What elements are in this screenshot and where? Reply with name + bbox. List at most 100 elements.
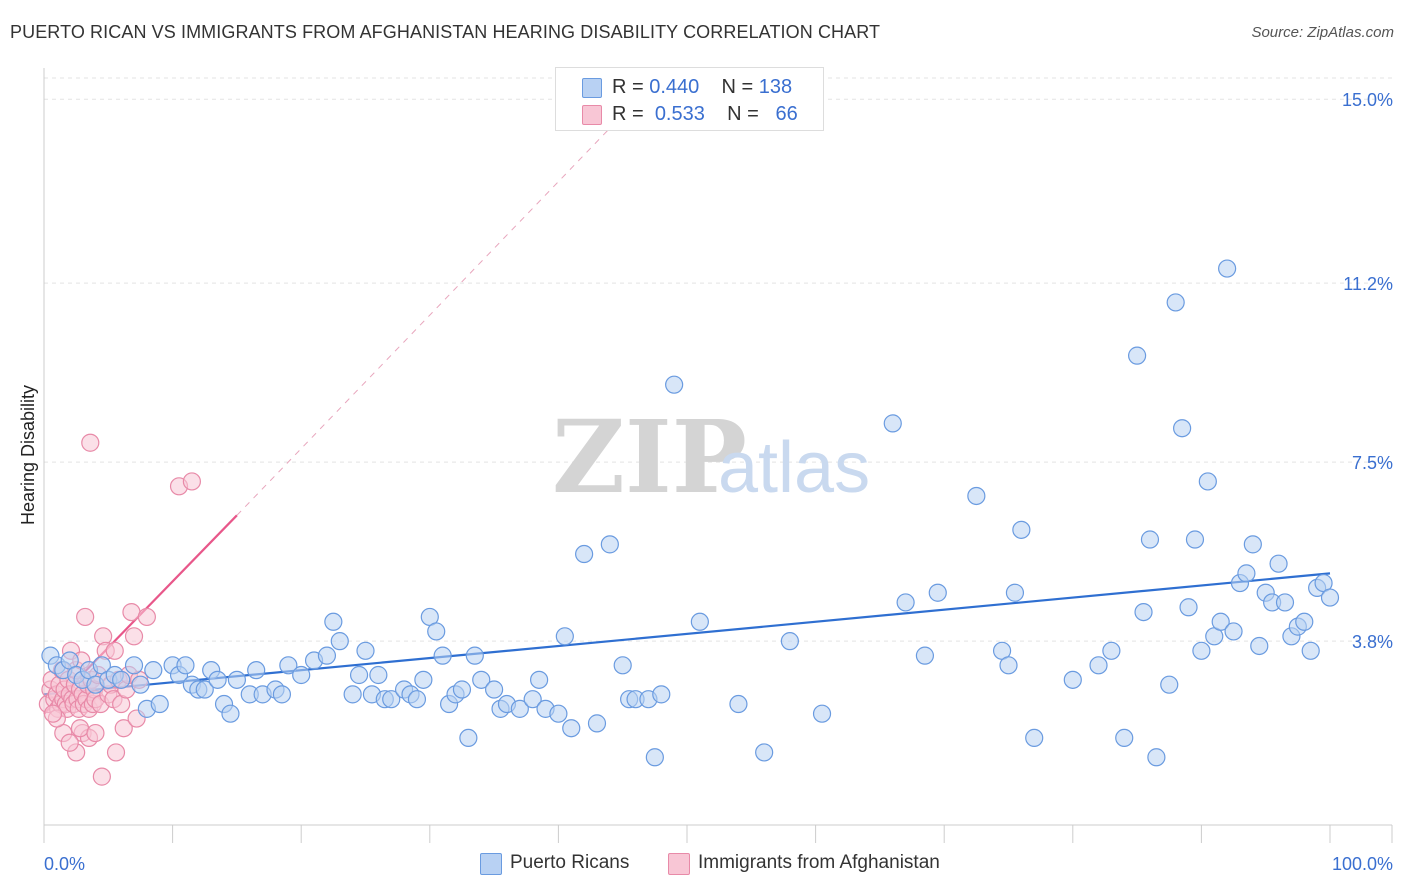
data-point-puerto-rican[interactable] bbox=[575, 544, 594, 564]
data-point-afghanistan[interactable] bbox=[137, 607, 156, 627]
data-point-puerto-rican[interactable] bbox=[1179, 598, 1198, 617]
data-point-puerto-rican[interactable] bbox=[433, 646, 452, 665]
data-point-puerto-rican[interactable] bbox=[562, 719, 581, 738]
data-point-puerto-rican[interactable] bbox=[896, 593, 915, 612]
data-point-puerto-rican[interactable] bbox=[652, 685, 671, 704]
data-point-puerto-rican[interactable] bbox=[1211, 612, 1230, 631]
data-point-puerto-rican[interactable] bbox=[1224, 622, 1243, 641]
data-point-puerto-rican[interactable] bbox=[124, 656, 144, 675]
data-point-puerto-rican[interactable] bbox=[131, 675, 150, 694]
data-point-puerto-rican[interactable] bbox=[330, 632, 349, 651]
data-point-puerto-rican[interactable] bbox=[645, 748, 664, 767]
data-point-puerto-rican[interactable] bbox=[343, 685, 362, 704]
data-point-puerto-rican[interactable] bbox=[1089, 656, 1108, 675]
data-point-puerto-rican[interactable] bbox=[812, 704, 832, 723]
data-point-puerto-rican[interactable] bbox=[407, 690, 427, 709]
data-point-puerto-rican[interactable] bbox=[549, 704, 568, 723]
data-point-puerto-rican[interactable] bbox=[459, 728, 478, 748]
data-point-puerto-rican[interactable] bbox=[1269, 554, 1288, 573]
data-point-afghanistan[interactable] bbox=[92, 767, 111, 786]
data-point-afghanistan[interactable] bbox=[81, 433, 100, 452]
data-point-puerto-rican[interactable] bbox=[1301, 641, 1320, 660]
data-point-puerto-rican[interactable] bbox=[1237, 564, 1256, 583]
data-point-puerto-rican[interactable] bbox=[690, 612, 709, 631]
data-point-puerto-rican[interactable] bbox=[1185, 530, 1205, 549]
data-point-puerto-rican[interactable] bbox=[208, 670, 227, 689]
data-point-puerto-rican[interactable] bbox=[112, 670, 131, 689]
data-point-puerto-rican[interactable] bbox=[967, 486, 986, 506]
data-point-puerto-rican[interactable] bbox=[928, 583, 947, 602]
data-point-puerto-rican[interactable] bbox=[279, 656, 298, 675]
data-point-afghanistan[interactable] bbox=[106, 743, 126, 762]
data-point-afghanistan[interactable] bbox=[105, 641, 124, 660]
data-point-puerto-rican[interactable] bbox=[780, 632, 799, 651]
data-point-puerto-rican[interactable] bbox=[1102, 641, 1121, 660]
data-point-puerto-rican[interactable] bbox=[1012, 520, 1031, 539]
data-point-puerto-rican[interactable] bbox=[272, 685, 292, 704]
data-point-puerto-rican[interactable] bbox=[1134, 602, 1153, 622]
data-point-puerto-rican[interactable] bbox=[1005, 583, 1025, 602]
data-point-puerto-rican[interactable] bbox=[292, 665, 311, 685]
data-point-puerto-rican[interactable] bbox=[600, 535, 619, 554]
data-point-puerto-rican[interactable] bbox=[530, 670, 549, 689]
data-point-puerto-rican[interactable] bbox=[382, 690, 401, 709]
data-point-afghanistan[interactable] bbox=[122, 602, 141, 622]
data-point-puerto-rican[interactable] bbox=[176, 656, 195, 675]
data-point-puerto-rican[interactable] bbox=[195, 680, 214, 699]
data-point-afghanistan[interactable] bbox=[86, 723, 105, 743]
data-point-afghanistan[interactable] bbox=[114, 719, 133, 738]
data-point-puerto-rican[interactable] bbox=[452, 680, 472, 699]
data-point-puerto-rican[interactable] bbox=[221, 704, 240, 723]
data-point-afghanistan[interactable] bbox=[182, 472, 201, 491]
data-point-puerto-rican[interactable] bbox=[1295, 612, 1314, 631]
data-point-puerto-rican[interactable] bbox=[465, 646, 484, 665]
data-point-puerto-rican[interactable] bbox=[150, 694, 169, 714]
data-point-puerto-rican[interactable] bbox=[883, 414, 902, 433]
data-point-puerto-rican[interactable] bbox=[729, 694, 748, 714]
data-point-puerto-rican[interactable] bbox=[1166, 293, 1185, 312]
data-point-puerto-rican[interactable] bbox=[523, 690, 542, 709]
data-point-puerto-rican[interactable] bbox=[613, 656, 632, 675]
data-point-puerto-rican[interactable] bbox=[356, 641, 375, 660]
data-point-puerto-rican[interactable] bbox=[1320, 588, 1340, 607]
grid-lines bbox=[44, 77, 1392, 642]
data-point-puerto-rican[interactable] bbox=[587, 714, 607, 733]
data-point-puerto-rican[interactable] bbox=[755, 743, 774, 762]
data-point-puerto-rican[interactable] bbox=[369, 665, 388, 685]
data-point-puerto-rican[interactable] bbox=[1160, 675, 1179, 694]
data-point-puerto-rican[interactable] bbox=[247, 661, 266, 680]
data-point-puerto-rican[interactable] bbox=[1275, 593, 1295, 612]
data-point-puerto-rican[interactable] bbox=[999, 656, 1018, 675]
data-point-puerto-rican[interactable] bbox=[1218, 259, 1237, 278]
data-point-afghanistan[interactable] bbox=[76, 607, 95, 627]
data-point-afghanistan[interactable] bbox=[43, 704, 63, 723]
data-point-puerto-rican[interactable] bbox=[1192, 641, 1211, 660]
data-point-puerto-rican[interactable] bbox=[1250, 636, 1269, 656]
data-point-puerto-rican[interactable] bbox=[915, 646, 935, 665]
data-point-puerto-rican[interactable] bbox=[144, 661, 163, 680]
bottom-legend-label: Immigrants from Afghanistan bbox=[698, 852, 940, 873]
data-point-puerto-rican[interactable] bbox=[555, 627, 574, 646]
data-point-puerto-rican[interactable] bbox=[1147, 748, 1166, 767]
data-point-puerto-rican[interactable] bbox=[1173, 419, 1192, 438]
data-point-puerto-rican[interactable] bbox=[1025, 728, 1044, 748]
data-point-puerto-rican[interactable] bbox=[1198, 472, 1217, 491]
data-point-puerto-rican[interactable] bbox=[472, 670, 491, 689]
data-point-puerto-rican[interactable] bbox=[324, 612, 343, 631]
data-point-puerto-rican[interactable] bbox=[1063, 670, 1082, 689]
data-point-puerto-rican[interactable] bbox=[485, 680, 504, 699]
data-point-puerto-rican[interactable] bbox=[1243, 535, 1262, 554]
data-point-afghanistan[interactable] bbox=[70, 719, 90, 738]
data-point-puerto-rican[interactable] bbox=[317, 646, 337, 665]
data-point-puerto-rican[interactable] bbox=[1115, 728, 1134, 748]
data-point-puerto-rican[interactable] bbox=[1127, 346, 1147, 365]
data-point-puerto-rican[interactable] bbox=[427, 622, 446, 641]
data-point-puerto-rican[interactable] bbox=[227, 670, 246, 689]
data-point-puerto-rican[interactable] bbox=[349, 665, 369, 685]
data-point-puerto-rican[interactable] bbox=[1140, 530, 1160, 549]
data-point-afghanistan[interactable] bbox=[60, 733, 79, 752]
data-point-puerto-rican[interactable] bbox=[510, 699, 529, 718]
data-point-puerto-rican[interactable] bbox=[414, 670, 433, 689]
data-point-afghanistan[interactable] bbox=[124, 627, 144, 646]
data-point-puerto-rican[interactable] bbox=[665, 375, 684, 394]
